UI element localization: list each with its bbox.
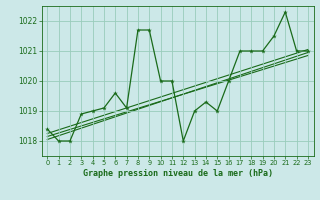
X-axis label: Graphe pression niveau de la mer (hPa): Graphe pression niveau de la mer (hPa): [83, 169, 273, 178]
